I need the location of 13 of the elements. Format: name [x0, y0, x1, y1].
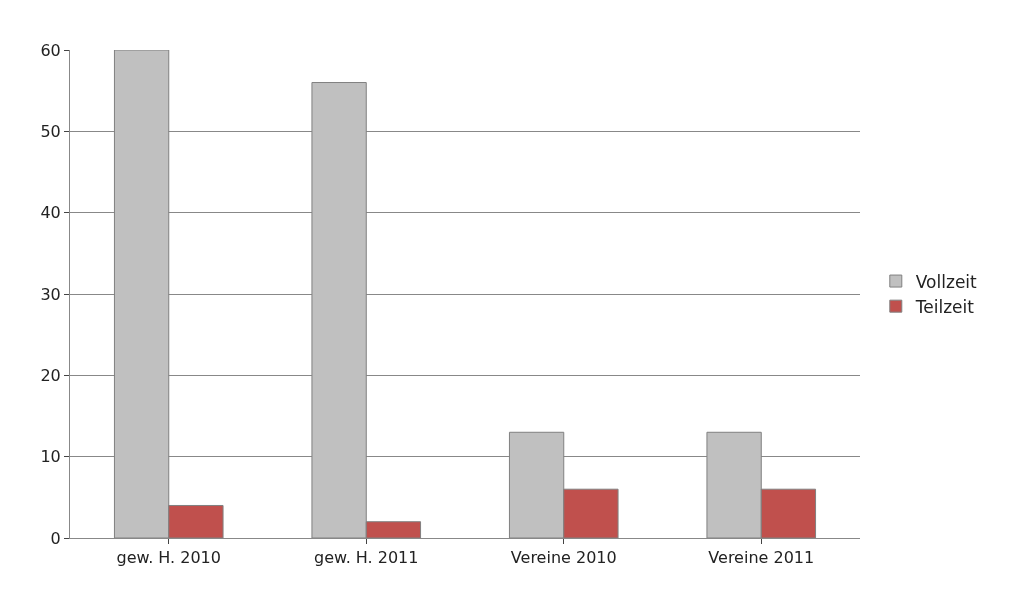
y-tick-label: 20: [40, 365, 61, 385]
x-tick-label: Vereine 2010: [510, 548, 617, 568]
y-tick-label: 50: [40, 121, 61, 141]
x-tick-label: gew. H. 2010: [116, 548, 221, 568]
y-tick-label: 0: [50, 528, 61, 548]
y-tick-label: 10: [40, 447, 61, 467]
legend-label: Teilzeit: [914, 296, 975, 317]
x-tick-label: Vereine 2011: [708, 548, 815, 568]
y-tick-label: 40: [40, 203, 61, 223]
legend-label: Vollzeit: [915, 271, 978, 292]
y-tick-label: 60: [40, 40, 61, 60]
x-tick-label: gew. H. 2011: [314, 548, 419, 568]
y-tick-label: 30: [40, 284, 61, 304]
